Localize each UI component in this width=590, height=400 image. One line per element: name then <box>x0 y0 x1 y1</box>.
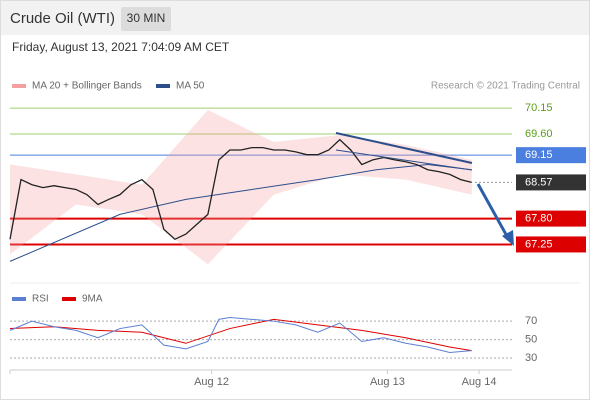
level-label: 67.80 <box>525 213 553 225</box>
x-tick-label: Aug 14 <box>462 376 497 388</box>
legend-label: RSI <box>32 294 49 305</box>
y-tick-label: 70 <box>525 315 537 327</box>
level-label: 67.25 <box>525 238 553 250</box>
trendline <box>335 149 473 171</box>
price-line <box>9 138 472 241</box>
legend-swatch <box>62 297 76 301</box>
y-tick-label: 30 <box>525 352 537 364</box>
level-box <box>516 147 586 164</box>
rsi-line <box>9 316 472 354</box>
level-box <box>516 210 586 227</box>
interval-badge[interactable] <box>121 7 171 31</box>
credit: Research © 2021 Trading Central <box>431 81 580 92</box>
legend-swatch <box>12 84 26 88</box>
legend-label: MA 20 + Bollinger Bands <box>32 81 142 92</box>
timestamp: Friday, August 13, 2021 7:04:09 AM CET <box>12 40 230 54</box>
x-tick-label: Aug 12 <box>194 376 229 388</box>
level-label: 69.15 <box>525 149 553 161</box>
rsi-9ma-line <box>9 318 472 352</box>
legend-label: 9MA <box>82 294 103 305</box>
level-label: 68.57 <box>525 176 553 188</box>
bollinger-band <box>10 110 472 265</box>
forecast-arrowhead <box>502 230 514 246</box>
interval-label[interactable]: 30 MIN <box>127 11 166 25</box>
level-label: 69.60 <box>525 128 553 140</box>
level-label: 70.15 <box>525 102 553 114</box>
y-tick-label: 50 <box>525 334 537 346</box>
legend-swatch <box>156 84 170 88</box>
header-bar <box>1 1 589 35</box>
instrument-title: Crude Oil (WTI) <box>10 10 115 27</box>
forecast-arrow <box>476 183 510 239</box>
x-tick-label: Aug 13 <box>370 376 405 388</box>
level-box <box>516 236 586 253</box>
trendline <box>335 132 473 164</box>
level-box <box>516 174 586 191</box>
legend-swatch <box>12 297 26 301</box>
legend-label: MA 50 <box>176 81 205 92</box>
